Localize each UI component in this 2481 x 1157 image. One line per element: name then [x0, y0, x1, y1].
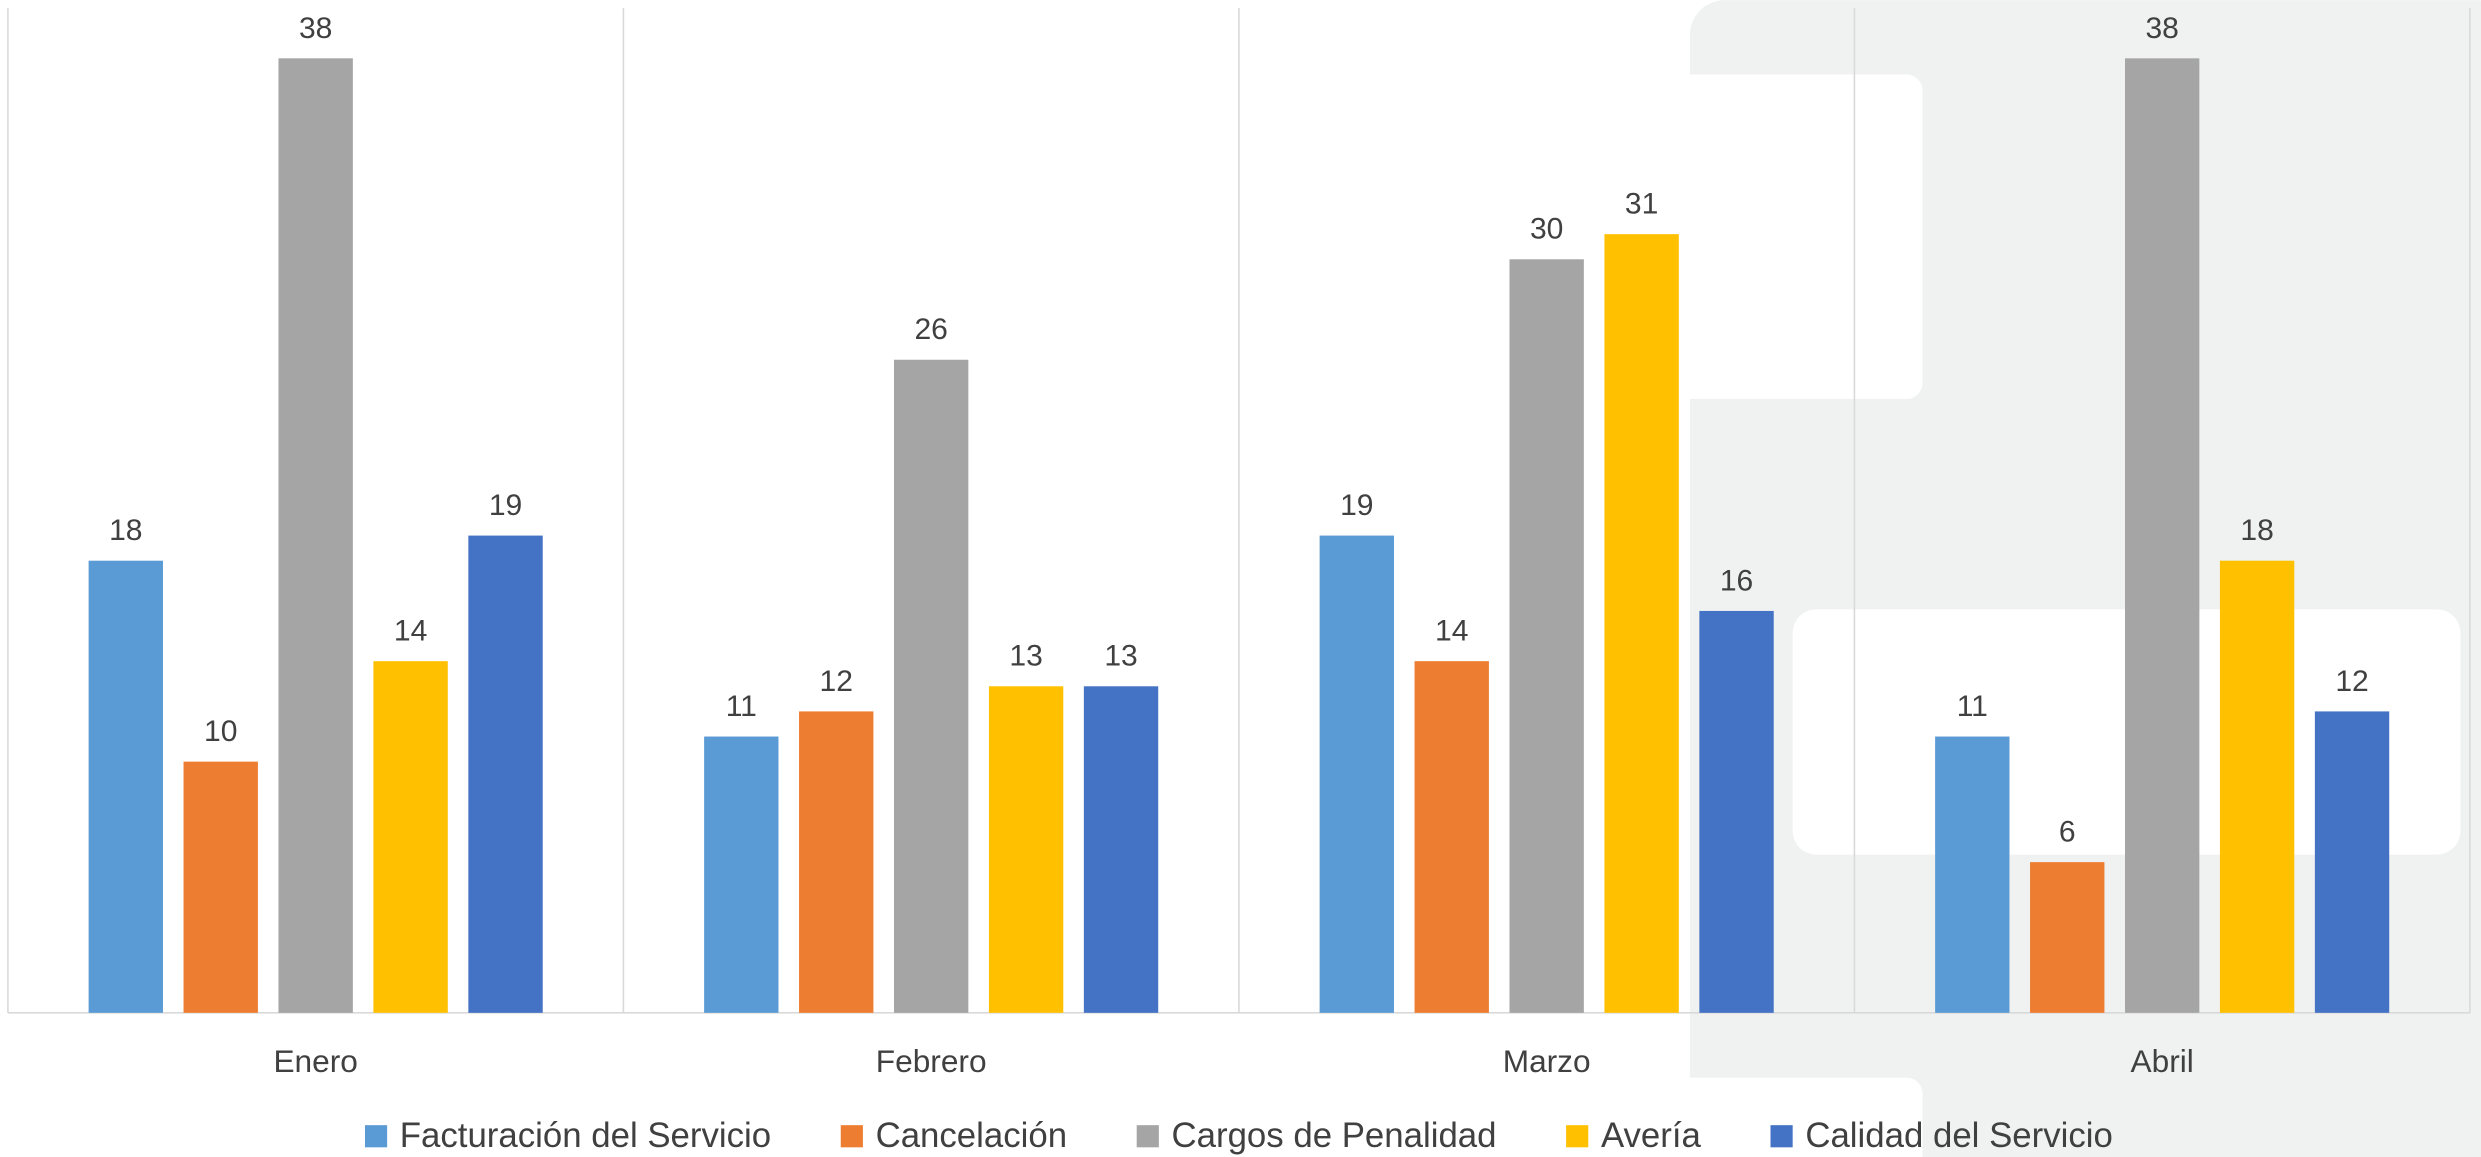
data-label: 19 [489, 489, 522, 522]
bar [1414, 661, 1489, 1013]
bar [468, 535, 543, 1013]
bar [2030, 862, 2105, 1013]
x-tick-label: Febrero [876, 1043, 987, 1079]
data-label: 31 [1625, 188, 1658, 221]
bar [1699, 610, 1774, 1013]
legend-label: Calidad del Servicio [1805, 1116, 2113, 1155]
legend-swatch [840, 1125, 863, 1148]
legend-label: Facturación del Servicio [400, 1116, 771, 1155]
data-label: 12 [820, 665, 853, 698]
data-label: 14 [1435, 615, 1468, 648]
legend-swatch [1136, 1125, 1159, 1148]
x-tick-label: Abril [2131, 1043, 2194, 1079]
bar [2314, 711, 2390, 1013]
x-tick-label: Marzo [1503, 1043, 1591, 1079]
bar [2219, 560, 2295, 1013]
data-label: 14 [394, 615, 427, 648]
data-label: 11 [726, 690, 757, 723]
legend-label: Avería [1601, 1116, 1702, 1155]
bar [893, 359, 969, 1013]
bar [704, 736, 779, 1013]
data-label: 11 [1957, 690, 1988, 723]
bar [373, 661, 448, 1013]
bar [88, 560, 163, 1013]
x-tick-label: Enero [273, 1043, 357, 1079]
bar [2124, 58, 2200, 1013]
data-label: 13 [1104, 640, 1137, 673]
data-label: 26 [914, 313, 947, 346]
bar [1509, 259, 1584, 1013]
data-label: 12 [2335, 665, 2368, 698]
data-label: 10 [204, 715, 237, 748]
data-label: 16 [1720, 564, 1753, 597]
legend-swatch [364, 1125, 388, 1148]
legend-swatch [1566, 1125, 1589, 1148]
bar [183, 761, 258, 1013]
data-label: 38 [2145, 12, 2178, 45]
bar [988, 686, 1064, 1013]
data-label: 6 [2059, 816, 2076, 849]
legend-label: Cargos de Penalidad [1172, 1116, 1497, 1155]
bar [1935, 736, 2010, 1013]
bar [1083, 686, 1159, 1013]
bar [1604, 234, 1679, 1013]
bar [799, 711, 874, 1013]
legend-swatch [1770, 1125, 1793, 1148]
bar [1319, 535, 1394, 1013]
data-label: 13 [1009, 640, 1042, 673]
data-label: 19 [1340, 489, 1373, 522]
data-label: 30 [1530, 213, 1563, 246]
legend-label: Cancelación [876, 1116, 1068, 1155]
bar [278, 58, 353, 1013]
data-label: 18 [2240, 514, 2273, 547]
data-label: 38 [299, 12, 332, 45]
data-label: 18 [109, 514, 142, 547]
